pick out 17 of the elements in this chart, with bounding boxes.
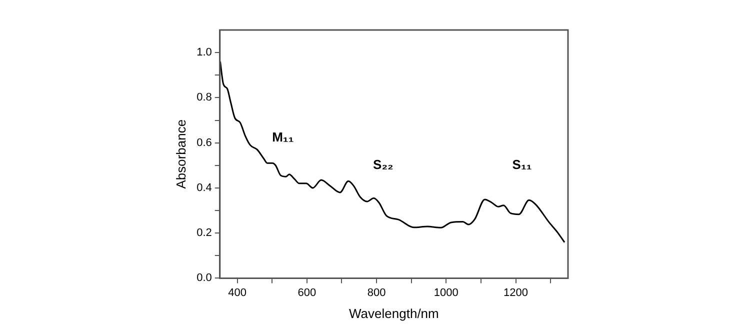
- y-axis-title: Absorbance: [173, 119, 188, 189]
- x-tick-label: 400: [228, 286, 246, 299]
- line-series: [220, 60, 566, 244]
- annotation: S₂₂: [373, 156, 394, 172]
- annotation: M₁₁: [272, 130, 294, 145]
- x-tick-label: 800: [367, 286, 386, 299]
- y-tick-label: 0.6: [196, 136, 212, 149]
- y-tick-label: 0.2: [196, 227, 212, 240]
- y-tick-label: 0.0: [196, 272, 212, 284]
- x-tick-label: 600: [298, 286, 316, 299]
- y-tick-label: 1.0: [196, 46, 212, 59]
- x-axis-title: Wavelength/nm: [349, 306, 439, 321]
- y-tick-label: 0.8: [196, 92, 212, 104]
- y-tick-label: 0.4: [196, 182, 212, 194]
- x-tick-label: 1000: [434, 286, 458, 299]
- x-tick-label: 1200: [504, 286, 528, 299]
- annotation: S₁₁: [512, 156, 532, 172]
